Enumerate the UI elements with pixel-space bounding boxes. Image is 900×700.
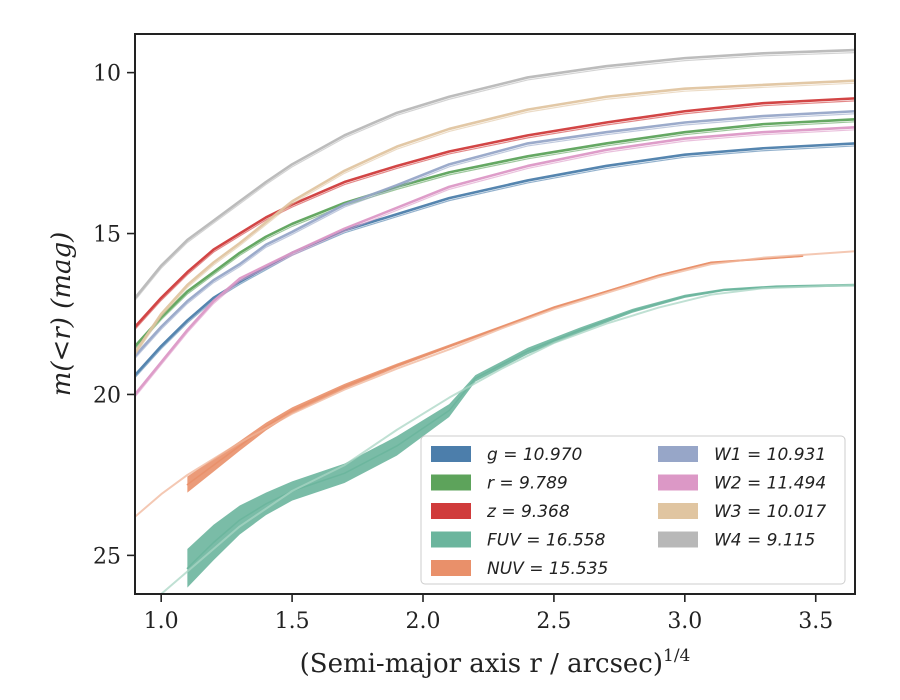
series-line-w4 [135,48,855,300]
legend-label: FUV = 16.558 [487,531,606,551]
x-axis-label-superscript: 1/4 [663,646,690,666]
legend-swatch [658,531,698,548]
y-tick-label: 25 [93,544,121,569]
series-line-nuv [186,255,804,486]
legend-swatch [431,474,471,491]
legend-swatch [431,560,471,576]
series-line-w3 [135,79,855,354]
series-edge-w1 [135,113,855,359]
x-tick-label: 3.5 [798,609,833,634]
x-tick-label: 1.0 [144,609,179,634]
series-edge-w2 [135,129,855,398]
y-tick-label: 20 [93,383,121,408]
series-edge-r [135,121,855,350]
x-tick-label: 3.0 [667,609,702,634]
plot-frame [134,33,856,595]
legend-label: W4 = 9.115 [714,531,815,551]
series-line-w2 [135,126,855,396]
series-line-fuv [186,284,855,570]
plot-area [135,48,855,594]
legend-label: z = 9.368 [486,502,570,522]
x-tick-label: 2.5 [536,609,571,634]
legend-swatch [658,446,698,462]
y-axis-label: m(<r) (mag) [47,232,77,397]
series-edge-w4 [135,51,855,301]
legend-label: r = 9.789 [487,474,568,494]
y-tick-label: 10 [93,62,121,87]
legend-swatch [658,503,698,519]
legend-label: W2 = 11.494 [714,474,826,494]
legend-label: W1 = 10.931 [714,445,826,465]
series-line-w1 [135,109,855,358]
x-tick-label: 2.0 [406,609,441,634]
legend-swatch [431,531,471,548]
series-line-r [135,117,855,348]
series-edge-g [135,145,855,379]
y-tick-label: 15 [93,223,121,248]
series-edge-z [135,100,855,330]
legend-swatch [658,474,698,491]
series-edge-w3 [135,82,855,356]
x-axis: 1.0 1.5 2.0 2.5 3.0 3.5 [144,594,833,634]
x-tick-label: 1.5 [275,609,310,634]
legend: g = 10.970 r = 9.789 z = 9.368 FUV = 16.558… [420,435,846,585]
series-line-fuv-ext [160,284,855,594]
legend-label: W3 = 10.017 [714,502,826,522]
series-line-z [135,97,855,329]
y-axis: 10 15 20 25 [93,62,135,569]
legend-label: g = 10.970 [487,445,582,465]
x-axis-label: (Semi-major axis r / arcsec)1/4 [300,646,691,679]
legend-box [420,435,846,585]
series-line-nuv-ext [135,250,855,518]
legend-swatch [431,503,471,519]
series-line-g [135,142,855,377]
legend-label: NUV = 15.535 [487,559,608,579]
legend-swatch [431,446,471,462]
